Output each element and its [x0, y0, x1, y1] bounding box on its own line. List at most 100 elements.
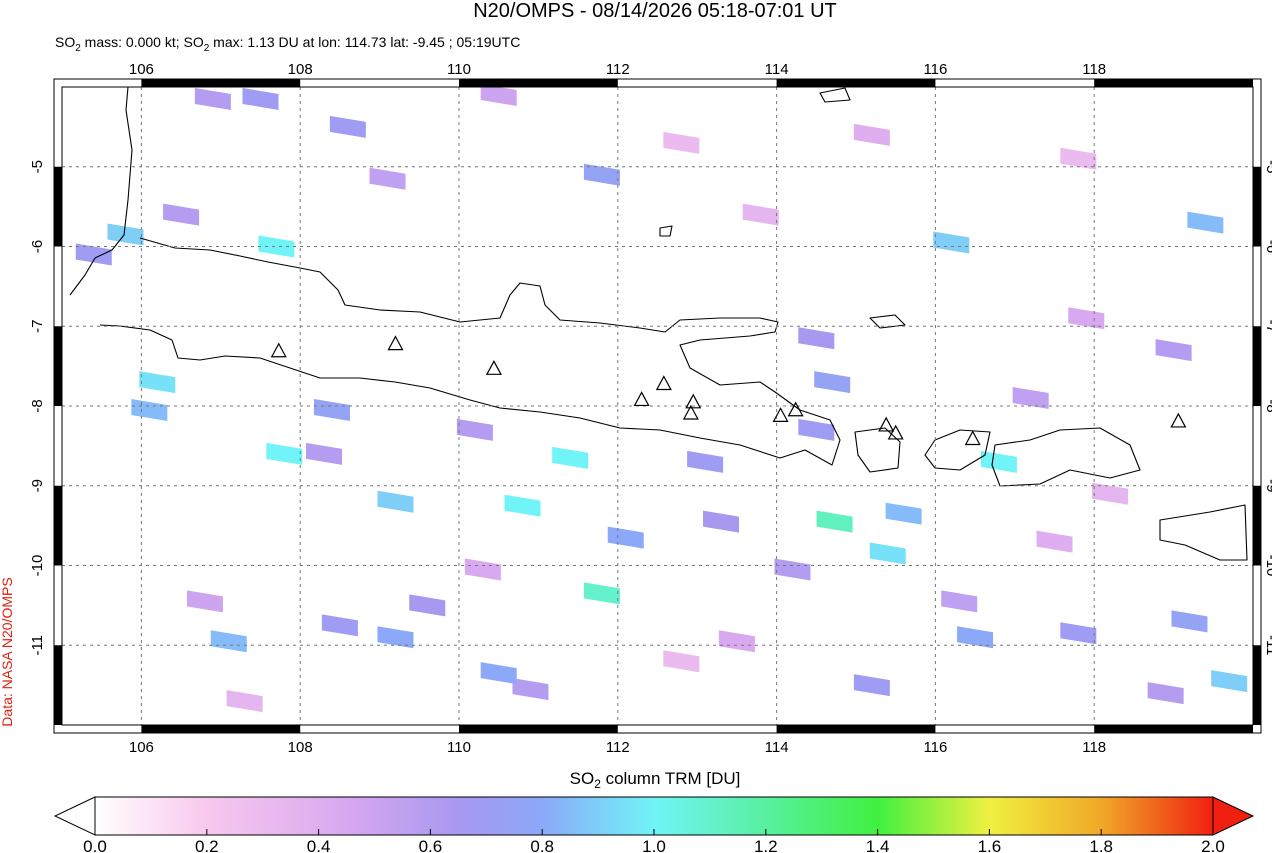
coastlines	[69, 86, 1248, 561]
so2-pixel	[75, 243, 112, 266]
volcano	[964, 430, 981, 446]
x-tick-label: 112	[606, 739, 630, 756]
coastline	[69, 86, 133, 296]
y-tick-label: -10	[29, 555, 46, 577]
title: N20/OMPS - 08/14/2026 05:18-07:01 UT	[473, 0, 837, 22]
so2-pixel	[1171, 610, 1208, 633]
so2-pixel	[504, 494, 541, 517]
frame-bar	[54, 485, 62, 566]
text-part: column TRM [DU]	[601, 769, 741, 788]
so2-pixel	[703, 510, 740, 533]
colorbar-label: SO2 column TRM [DU]	[570, 769, 741, 791]
x-tick-label: 108	[288, 61, 313, 78]
so2-pixel	[321, 614, 358, 637]
so2-pixel	[853, 674, 890, 697]
y-tick-label: -6	[29, 240, 46, 253]
colorbar-tick-label: 0.0	[83, 837, 107, 853]
so2-pixel	[1012, 387, 1049, 410]
frame-bar	[776, 725, 936, 733]
so2-pixel	[1060, 622, 1097, 645]
colorbar-tick-label: 0.8	[530, 837, 554, 853]
so2-pixel	[377, 626, 414, 649]
text-part: SO	[570, 769, 595, 788]
x-tick-label: 116	[923, 739, 947, 756]
so2-pixel	[226, 690, 263, 713]
so2-pixel	[816, 510, 853, 533]
subtitle: SO2 mass: 0.000 kt; SO2 max: 1.13 DU at …	[55, 34, 520, 54]
coastline	[991, 427, 1141, 487]
frame-bar	[1253, 485, 1261, 566]
y-tick-label: -11	[29, 635, 46, 656]
frame-bar	[1253, 645, 1261, 725]
x-tick-label: 116	[923, 61, 947, 78]
text-part: SO	[55, 34, 75, 50]
frame-bar	[459, 79, 618, 87]
so2-pixel	[1147, 682, 1184, 705]
volcano	[787, 401, 804, 417]
so2-pixel	[718, 630, 755, 653]
so2-pixel	[480, 83, 517, 106]
frame-bar	[1094, 725, 1253, 733]
so2-pixel	[1155, 339, 1192, 362]
so2-pixel	[131, 398, 168, 421]
colorbar-tick-label: 1.4	[866, 837, 890, 853]
coastline	[99, 237, 841, 466]
frame-bar	[1094, 79, 1253, 87]
colorbar-tick-label: 0.4	[307, 837, 331, 853]
volcano	[878, 416, 895, 432]
coastline	[924, 429, 991, 471]
y-tick-label: -7	[1263, 320, 1272, 333]
frame-bar	[54, 166, 62, 247]
volcano	[772, 407, 789, 422]
frame-bar	[1253, 326, 1261, 406]
so2-pixel	[941, 590, 978, 613]
so2-pixel	[1068, 307, 1105, 330]
so2-pixel	[980, 450, 1017, 473]
text-part: max: 1.13 DU at lon: 114.73 lat: -9.45 ;…	[209, 34, 520, 50]
frame-bar	[54, 326, 62, 406]
subscript: 2	[594, 777, 601, 791]
volcano	[685, 393, 702, 409]
so2-pixel	[210, 630, 247, 653]
subscript: 2	[204, 43, 210, 54]
x-tick-label: 114	[765, 61, 789, 78]
colorbar-tick-label: 1.2	[754, 837, 778, 853]
colorbar-tick-label: 0.6	[419, 837, 443, 853]
volcano	[887, 424, 904, 440]
so2-pixel	[1036, 530, 1073, 553]
so2-pixel	[798, 418, 835, 441]
y-tick-label: -7	[29, 320, 46, 333]
so2-pixel	[869, 542, 906, 565]
y-tick-label: -8	[1263, 399, 1272, 412]
frame-bar	[459, 725, 618, 733]
coastline	[1159, 504, 1248, 561]
so2-pixel	[1211, 670, 1248, 693]
so2-pixel	[957, 626, 994, 649]
so2-pixel	[885, 502, 922, 525]
so2-pixel	[933, 231, 970, 254]
x-tick-label: 114	[765, 739, 789, 756]
coastline	[854, 427, 901, 473]
so2-pixel	[552, 446, 589, 469]
y-tick-label: -10	[1263, 555, 1272, 577]
x-tick-label: 106	[129, 61, 154, 78]
so2-pixel	[853, 123, 890, 146]
data-credit: Data: NASA N20/OMPS	[0, 577, 15, 726]
frame-bar	[776, 79, 936, 87]
so2-pixel	[1092, 482, 1129, 505]
so2-pixel	[107, 223, 144, 246]
y-tick-label: -9	[29, 479, 46, 492]
pixel-layer	[75, 83, 1248, 713]
x-tick-label: 106	[129, 739, 154, 756]
y-tick-label: -5	[1263, 160, 1272, 173]
so2-pixel	[798, 327, 835, 350]
x-tick-label: 110	[447, 61, 471, 78]
volcano	[485, 360, 502, 375]
so2-pixel	[687, 450, 724, 473]
volcano	[387, 335, 404, 351]
so2-pixel	[377, 490, 414, 513]
volcano	[270, 342, 287, 358]
so2-pixel	[464, 558, 501, 581]
so2-pixel	[583, 582, 620, 605]
